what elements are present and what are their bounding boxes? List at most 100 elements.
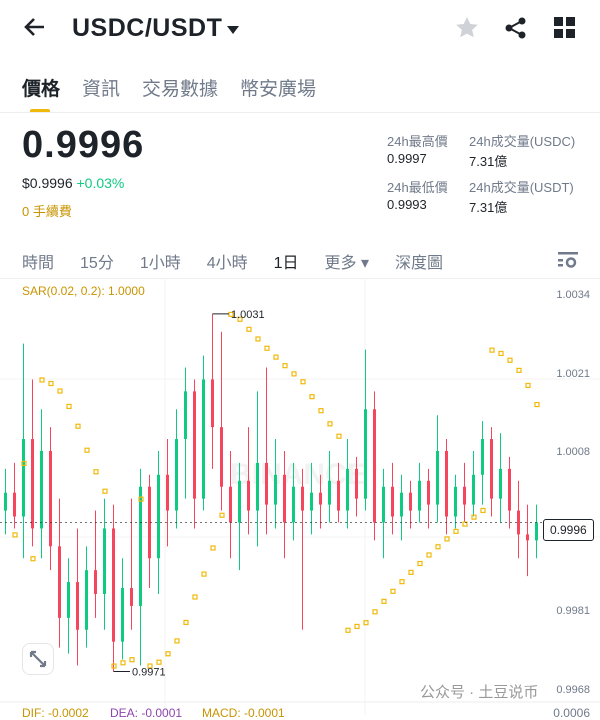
low-value: 0.9993 [387, 197, 427, 212]
usd-price: $0.9996 +0.03% [22, 175, 124, 191]
candle [346, 439, 349, 529]
candle [274, 439, 277, 529]
candle [40, 409, 43, 559]
candle [373, 391, 376, 541]
sar-dot [120, 660, 126, 666]
candle [121, 558, 124, 660]
candle [31, 379, 34, 547]
tab-info[interactable]: 資訊 [82, 79, 121, 100]
favorite-star-icon[interactable] [455, 16, 479, 45]
macd-dea: DEA: -0.0001 [110, 706, 183, 720]
interval-more[interactable]: 更多 ▾ [324, 255, 370, 272]
candle [49, 427, 52, 571]
candle [193, 379, 196, 529]
tab-square[interactable]: 幣安廣場 [240, 79, 317, 100]
sar-dot [534, 401, 540, 408]
divider [0, 112, 600, 113]
share-icon[interactable] [504, 16, 528, 45]
depth-chart-tab[interactable]: 深度圖 [395, 255, 444, 272]
sar-dot [291, 371, 297, 377]
candle [229, 450, 232, 559]
candle [400, 474, 403, 541]
candle [184, 367, 187, 499]
sar-dot [282, 363, 288, 369]
price-change: +0.03% [76, 175, 125, 191]
interval-time[interactable]: 時間 [22, 255, 55, 272]
pair-title[interactable]: USDC/USDT [72, 14, 223, 42]
candle [130, 498, 133, 630]
min-price-label: 0.9971 [132, 666, 166, 678]
candle [22, 343, 25, 559]
back-button[interactable] [22, 14, 48, 45]
high-value: 0.9997 [387, 151, 427, 166]
candle [463, 462, 466, 523]
sar-dot [210, 545, 216, 551]
sar-dot [102, 488, 108, 494]
sar-dot [462, 521, 468, 527]
interval-15m[interactable]: 15分 [80, 255, 114, 272]
sar-dot [444, 536, 450, 542]
sar-dot [471, 514, 477, 520]
sar-dot [426, 552, 432, 558]
chart-settings-icon[interactable] [558, 251, 578, 274]
usd-value: $0.9996 [22, 175, 73, 191]
vol-usdt-label: 24h成交量(USDT) [469, 180, 574, 195]
zero-fee-badge[interactable]: 0 手續費 [22, 204, 72, 219]
candle [328, 450, 331, 523]
sar-dot [354, 623, 360, 630]
binance-watermark: BINANCE [230, 458, 367, 491]
expand-icon [29, 650, 47, 668]
max-price-label: 1.0031 [231, 309, 265, 321]
candle [58, 498, 61, 648]
main-tabs: 價格 資訊 交易數據 幣安廣場 [22, 74, 317, 113]
candle [499, 433, 502, 523]
sar-dot [66, 403, 72, 410]
candle [382, 468, 385, 559]
candle [409, 480, 412, 529]
interval-1h[interactable]: 1小時 [139, 255, 181, 272]
candle [526, 504, 529, 577]
sar-dot [300, 379, 306, 385]
grid-icon[interactable] [554, 17, 576, 44]
candle [283, 450, 286, 559]
candle [337, 462, 340, 523]
last-price-tag: 0.9996 [543, 519, 594, 541]
sar-dot [48, 380, 54, 387]
candle [85, 546, 88, 648]
sar-dot [255, 336, 261, 342]
candle [427, 468, 430, 529]
candlestick-chart[interactable]: BINANCE 1.0031 0.9971 [0, 279, 600, 715]
tab-trading-data[interactable]: 交易數據 [142, 79, 219, 100]
candle [94, 510, 97, 618]
divider [0, 278, 600, 279]
sar-dot [435, 544, 441, 550]
sar-dot [237, 316, 243, 322]
sar-dot [408, 569, 414, 575]
sar-dot [399, 579, 405, 585]
sar-indicator-label: SAR(0.02, 0.2): 1.0000 [22, 284, 145, 298]
sar-dot [138, 496, 144, 502]
macd-dif: DIF: -0.0002 [22, 706, 89, 720]
candle [319, 474, 322, 529]
candle [67, 558, 70, 654]
candle [157, 450, 160, 594]
sar-dot [381, 598, 387, 604]
sar-dot [93, 469, 99, 475]
sar-dot [264, 345, 270, 351]
candle [220, 331, 223, 511]
sar-dot [525, 382, 531, 389]
interval-4h[interactable]: 4小時 [206, 255, 248, 272]
sar-dot [372, 609, 378, 615]
candle [355, 456, 358, 517]
candle [202, 355, 205, 511]
interval-1d[interactable]: 1日 [273, 255, 299, 272]
sar-dot [489, 347, 495, 353]
candle [292, 462, 295, 541]
candle [13, 462, 16, 529]
candle [445, 439, 448, 535]
fullscreen-button[interactable] [22, 643, 54, 675]
pair-dropdown-caret-icon[interactable] [226, 22, 240, 40]
sar-dot [318, 408, 324, 414]
sar-dot [201, 571, 207, 577]
tab-price[interactable]: 價格 [22, 74, 60, 113]
